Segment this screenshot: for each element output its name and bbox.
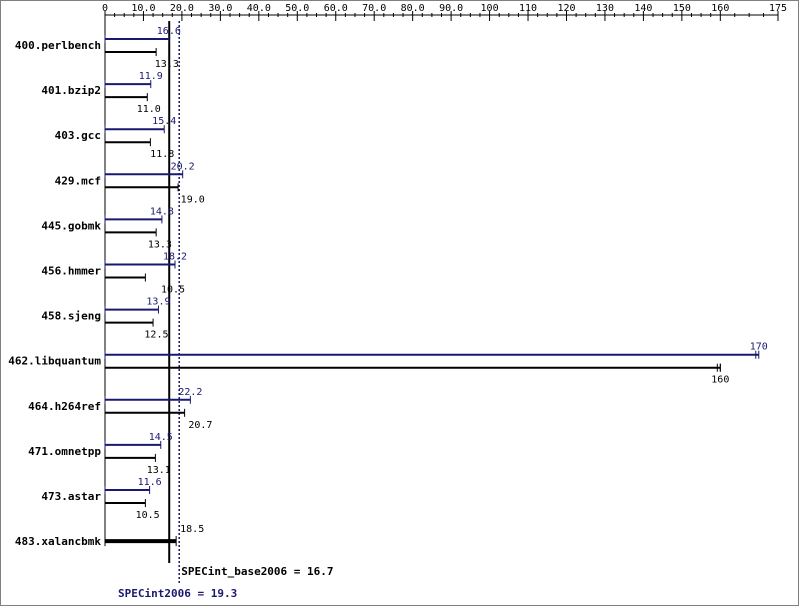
base-summary-label: SPECint_base2006 = 16.7 xyxy=(181,565,333,578)
benchmark-label: 401.bzip2 xyxy=(41,84,101,97)
benchmark-label: 403.gcc xyxy=(55,129,101,142)
base-value-label: 11.0 xyxy=(137,104,161,115)
x-tick-label: 90.0 xyxy=(439,3,463,14)
x-tick-label: 0 xyxy=(102,3,108,14)
base-value-label: 12.5 xyxy=(144,330,168,341)
peak-value-label: 15.4 xyxy=(152,116,176,127)
x-tick-label: 80.0 xyxy=(401,3,425,14)
x-tick-label: 150 xyxy=(673,3,691,14)
peak-value-label: 13.9 xyxy=(146,297,170,308)
x-tick-label: 140 xyxy=(634,3,652,14)
x-tick-label: 30.0 xyxy=(208,3,232,14)
benchmark-label: 445.gobmk xyxy=(41,219,101,232)
x-tick-label: 110 xyxy=(519,3,537,14)
peak-value-label: 20.2 xyxy=(171,161,195,172)
peak-value-label: 14.5 xyxy=(149,432,173,443)
benchmark-label: 464.h264ref xyxy=(28,400,101,413)
peak-value-label: 22.2 xyxy=(178,387,202,398)
benchmark-label: 400.perlbench xyxy=(15,39,101,52)
x-tick-label: 100 xyxy=(481,3,499,14)
peak-value-label: 18.2 xyxy=(163,252,187,263)
benchmark-label: 429.mcf xyxy=(55,174,101,187)
base-value-label: 10.5 xyxy=(136,510,160,521)
base-value-label: 20.7 xyxy=(188,420,212,431)
peak-value-label: 14.8 xyxy=(150,206,174,217)
x-tick-label: 160 xyxy=(711,3,729,14)
base-value-label: 13.3 xyxy=(155,59,179,70)
peak-summary-label: SPECint2006 = 19.3 xyxy=(118,587,237,600)
benchmark-label: 473.astar xyxy=(41,490,101,503)
benchmark-label: 458.sjeng xyxy=(41,310,101,323)
peak-value-label: 16.6 xyxy=(157,26,181,37)
peak-value-label: 11.6 xyxy=(138,477,162,488)
base-value-label: 19.0 xyxy=(181,194,205,205)
x-tick-label: 50.0 xyxy=(285,3,309,14)
base-value-label: 11.8 xyxy=(150,149,174,160)
peak-value-label: 11.9 xyxy=(139,71,163,82)
x-tick-label: 175 xyxy=(769,3,787,14)
base-value-label: 160 xyxy=(711,375,729,386)
peak-value-label: 170 xyxy=(750,342,768,353)
x-tick-label: 20.0 xyxy=(170,3,194,14)
base-value-label: 18.5 xyxy=(180,524,204,535)
x-tick-label: 120 xyxy=(557,3,575,14)
benchmark-label: 456.hmmer xyxy=(41,265,101,278)
benchmark-label: 483.xalancbmk xyxy=(15,535,101,548)
x-tick-label: 60.0 xyxy=(324,3,348,14)
base-value-label: 10.5 xyxy=(161,285,185,296)
base-value-label: 13.1 xyxy=(147,465,171,476)
x-tick-label: 40.0 xyxy=(247,3,271,14)
base-value-label: 13.3 xyxy=(148,239,172,250)
x-tick-label: 10.0 xyxy=(131,3,155,14)
x-tick-label: 70.0 xyxy=(362,3,386,14)
x-tick-label: 130 xyxy=(596,3,614,14)
benchmark-label: 462.libquantum xyxy=(8,355,101,368)
benchmark-label: 471.omnetpp xyxy=(28,445,101,458)
